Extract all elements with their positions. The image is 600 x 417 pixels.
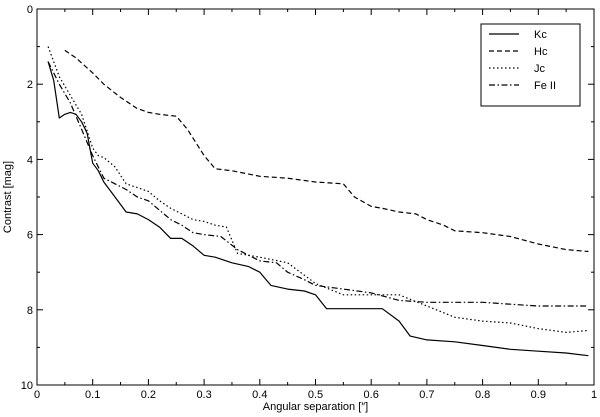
x-tick-label: 0.3	[196, 389, 211, 401]
x-axis-label: Angular separation [″]	[263, 401, 368, 413]
y-tick-label: 4	[27, 154, 33, 166]
x-tick-label: 0.7	[419, 389, 434, 401]
x-tick-label: 1	[591, 389, 597, 401]
y-tick-label: 2	[27, 79, 33, 91]
legend-label-jc: Jc	[534, 63, 546, 75]
legend-box	[480, 23, 581, 107]
series-line-hc	[64, 49, 589, 253]
legend-label-hc: Hc	[534, 46, 548, 58]
x-tick-label: 0.9	[531, 389, 546, 401]
series-line-jc	[47, 46, 589, 333]
x-tick-label: 0.4	[252, 389, 267, 401]
series-lines	[47, 46, 589, 357]
x-tick-label: 0.8	[475, 389, 490, 401]
y-axis-ticks: 0 2 4 6 8 10	[21, 4, 594, 392]
x-axis-ticks: 0 0.1 0.2 0.3 0.4 0.5 0.6 0.7 0.8 0.9 1	[34, 9, 597, 401]
x-tick-label: 0	[34, 389, 40, 401]
x-tick-label: 0.1	[85, 389, 100, 401]
y-tick-label: 0	[27, 4, 33, 16]
legend-label-feii: Fe II	[534, 80, 556, 92]
x-tick-label: 0.2	[141, 389, 156, 401]
x-tick-label: 0.5	[308, 389, 323, 401]
y-tick-label: 8	[27, 305, 33, 317]
y-tick-label: 10	[21, 380, 33, 392]
legend: Kc Hc Jc Fe II	[480, 23, 581, 107]
y-tick-label: 6	[27, 230, 33, 242]
y-axis-label: Contrast [mag]	[2, 161, 14, 233]
series-line-kc	[47, 61, 589, 357]
legend-label-kc: Kc	[534, 29, 547, 41]
x-tick-label: 0.6	[364, 389, 379, 401]
